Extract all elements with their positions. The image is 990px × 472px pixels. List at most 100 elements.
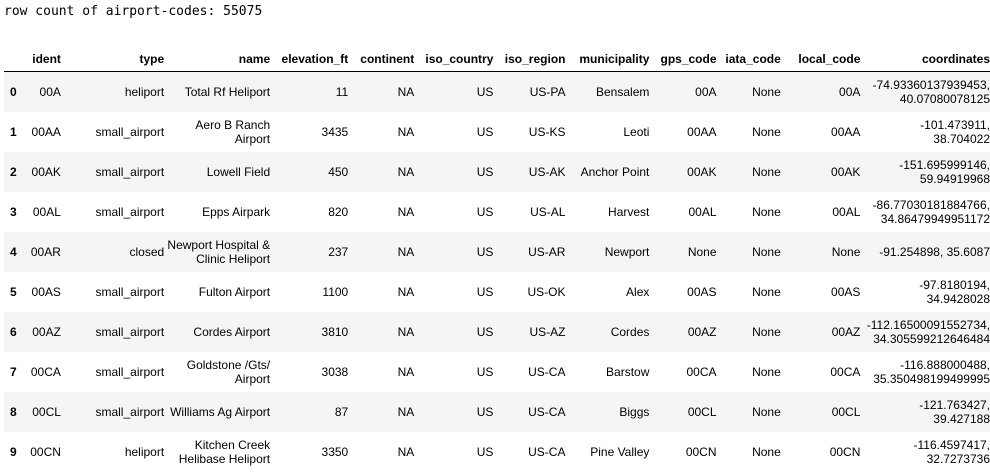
cell-iso-region: US-OK — [493, 272, 565, 312]
cell-value: Cordes — [610, 324, 650, 339]
cell-local-code: 00AA — [781, 112, 861, 152]
cell-value: US — [476, 244, 494, 259]
table-row: 6 00AZ small_airport Cordes Airport 3810 NA US… — [4, 311, 990, 352]
cell-type: small_airport — [61, 392, 164, 432]
column-header-type: type — [60, 47, 165, 72]
cell-type: small_airport — [61, 152, 164, 192]
cell-ident: 00AK — [29, 152, 61, 192]
table-row: 0 00A heliport Total Rf Heliport 11 NA US US-PA… — [4, 71, 990, 112]
cell-value: NA — [397, 284, 415, 299]
cell-value: heliport — [124, 444, 165, 459]
row-index: 9 — [10, 444, 17, 459]
cell-value: None — [752, 444, 781, 459]
cell-ident: 00CN — [29, 432, 61, 472]
cell-elevation-ft: 3038 — [270, 352, 349, 392]
cell-type: small_airport — [61, 112, 164, 152]
cell-value: 00AK — [831, 164, 861, 179]
cell-value: Alex — [626, 284, 650, 299]
cell-iata-code: None — [717, 192, 781, 232]
cell-value: 00AA — [31, 124, 61, 139]
cell-value: small_airport — [95, 364, 165, 379]
cell-value: US-PA — [529, 84, 566, 99]
cell-ident: 00AZ — [29, 312, 61, 352]
cell-value: 00AL — [832, 204, 861, 219]
cell-continent: NA — [348, 152, 415, 192]
row-index: 0 — [10, 84, 17, 99]
column-header-local-code: local_code — [780, 47, 861, 72]
row-index: 3 — [10, 204, 17, 219]
column-header-elevation-ft: elevation_ft — [270, 47, 349, 72]
cell-coordinates: -116.888000488, 35.350498199499995 — [860, 352, 990, 392]
cell-name: Lowell Field — [164, 152, 270, 192]
cell-continent: NA — [348, 72, 415, 112]
cell-value: Lowell Field — [206, 164, 271, 179]
cell-coordinates: -116.4597417, 32.7273736 — [860, 432, 990, 472]
cell-iata-code: None — [717, 232, 781, 272]
cell-gps-code: 00A — [649, 72, 716, 112]
cell-value: Barstow — [606, 364, 650, 379]
cell-value: NA — [397, 324, 415, 339]
cell-value: Newport — [604, 244, 650, 259]
cell-value: small_airport — [95, 204, 165, 219]
cell-value: US — [476, 164, 494, 179]
row-index: 5 — [10, 284, 17, 299]
cell-iso-country: US — [414, 152, 494, 192]
cell-value: Leoti — [623, 124, 650, 139]
cell-coordinates: -74.93360137939453, 40.07080078125 — [860, 72, 990, 112]
cell-iso-region: US-AK — [493, 152, 566, 192]
cell-value: NA — [397, 204, 415, 219]
cell-ident: 00AS — [29, 272, 61, 312]
cell-continent: NA — [348, 432, 415, 472]
column-header-continent: continent — [348, 47, 415, 72]
cell-value: 00AA — [831, 124, 861, 139]
cell-value: -101.473911, 38.704022 — [920, 117, 990, 146]
table-body: 0 00A heliport Total Rf Heliport 11 NA US US-PA… — [4, 71, 990, 472]
cell-elevation-ft: 1100 — [270, 272, 348, 312]
column-header-iso-country: iso_country — [414, 47, 494, 72]
table-row: 7 00CA small_airport Goldstone /Gts/ Airpor… — [4, 351, 990, 392]
cell-gps-code: 00AZ — [649, 312, 717, 352]
cell-value: small_airport — [95, 124, 165, 139]
cell-value: Epps Airpark — [202, 204, 271, 219]
cell-value: 00CL — [32, 404, 61, 419]
table-row: 3 00AL small_airport Epps Airpark 820 NA US US-… — [4, 191, 990, 232]
cell-value: 450 — [328, 164, 349, 179]
cell-value: -112.16500091552734, 34.305599212646484 — [866, 317, 990, 346]
cell-value: NA — [397, 444, 415, 459]
cell-municipality: Biggs — [565, 392, 649, 432]
cell-value: 00CN — [30, 444, 61, 459]
column-header-municipality: municipality — [565, 47, 650, 72]
cell-value: None — [752, 364, 781, 379]
column-header-iso-region: iso_region — [493, 47, 566, 72]
cell-value: -151.695999146, 59.94919968 — [899, 157, 990, 186]
cell-continent: NA — [348, 192, 415, 232]
cell-name: Newport Hospital & Clinic Heliport — [164, 232, 270, 272]
cell-iso-region: US-KS — [493, 112, 566, 152]
cell-iso-country: US — [414, 392, 494, 432]
cell-value: Newport Hospital & Clinic Heliport — [167, 237, 271, 266]
cell-value: NA — [397, 404, 415, 419]
cell-value: None — [752, 284, 781, 299]
cell-continent: NA — [348, 392, 415, 432]
table-row: 5 00AS small_airport Fulton Airport 1100 NA US… — [4, 271, 990, 312]
cell-coordinates: -101.473911, 38.704022 — [860, 112, 990, 152]
airport-codes-table: ident type name elevation_ft continent iso_co… — [4, 47, 990, 472]
cell-elevation-ft: 3350 — [270, 432, 349, 472]
index-header — [4, 47, 30, 72]
cell-iso-region: US-PA — [493, 72, 566, 112]
cell-value: 00CA — [686, 364, 717, 379]
cell-value: Fulton Airport — [198, 284, 271, 299]
cell-municipality: Leoti — [565, 112, 649, 152]
cell-local-code: 00CN — [781, 432, 861, 472]
cell-continent: NA — [348, 232, 415, 272]
cell-iso-country: US — [414, 312, 494, 352]
cell-value: US — [476, 204, 494, 219]
cell-value: None — [687, 244, 717, 259]
cell-elevation-ft: 3435 — [270, 112, 349, 152]
cell-gps-code: 00AS — [649, 272, 716, 312]
row-index: 4 — [10, 244, 17, 259]
cell-value: US — [476, 404, 494, 419]
cell-value: small_airport — [95, 324, 165, 339]
row-count-output: row count of airport-codes: 55075 — [4, 4, 263, 19]
cell-coordinates: -121.763427, 39.427188 — [860, 392, 990, 432]
